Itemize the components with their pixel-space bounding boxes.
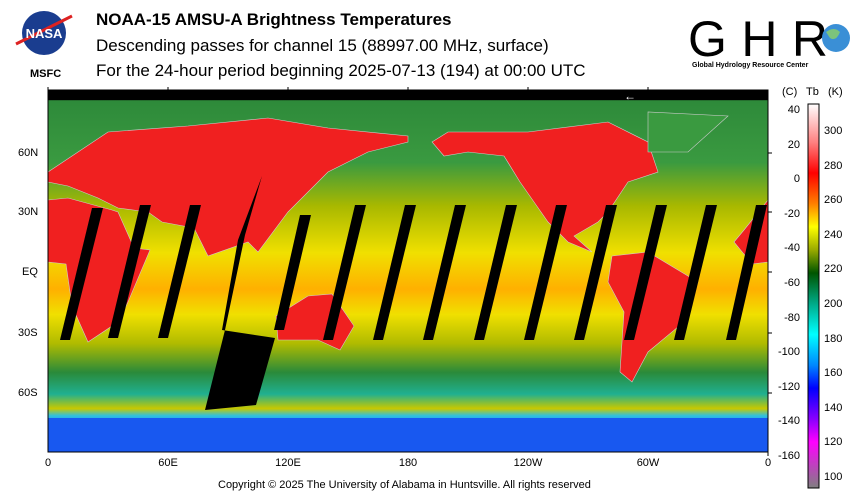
lon-label: 0: [764, 457, 772, 469]
colorbar: [807, 103, 820, 489]
lat-label: 30S: [18, 327, 38, 339]
colorbar-celsius-tick: -120: [778, 380, 801, 393]
lon-label: 0: [44, 457, 52, 469]
colorbar-header-k: (K): [828, 86, 843, 98]
colorbar-kelvin-tick: 200: [824, 298, 843, 310]
land-south-america: [607, 251, 699, 383]
swath-gap: [323, 205, 366, 340]
lat-label: 30N: [18, 206, 39, 218]
swath-gap: [674, 205, 717, 340]
swath-gap: [574, 205, 617, 340]
land-eurasia: [47, 117, 409, 257]
lon-label: 60W: [636, 457, 660, 469]
land-greenland: [647, 111, 729, 153]
missing-swaths: [60, 176, 767, 410]
colorbar-celsius-tick: -160: [778, 450, 801, 462]
lat-label: EQ: [22, 266, 38, 278]
swath-gap: [274, 215, 311, 330]
msfc-label: MSFC: [30, 68, 62, 80]
colorbar-celsius-tick: -80: [784, 311, 800, 324]
lat-label: 60S: [18, 387, 38, 399]
svg-text:NASA: NASA: [26, 26, 63, 41]
colorbar-celsius-tick: -140: [778, 415, 801, 428]
swath-gap: [474, 205, 517, 340]
colorbar-header-c: (C): [782, 86, 798, 98]
swath-gap: [423, 205, 466, 340]
swath-gap: [158, 205, 201, 338]
lon-label: 180: [398, 457, 418, 469]
swath-gap: [108, 205, 151, 338]
top-missing-band: [48, 90, 768, 100]
swath-gap: [205, 176, 275, 410]
colorbar-kelvin-tick: 240: [824, 228, 843, 241]
ghrc-subtitle: Global Hydrology Resource Center: [692, 62, 809, 69]
colorbar-kelvin-tick: 100: [824, 471, 843, 483]
swath-gap: [373, 205, 416, 340]
swath-gap: [624, 205, 667, 340]
colorbar-kelvin-tick: 140: [824, 401, 843, 414]
ghrc-logo: GHR: [688, 11, 850, 67]
lon-label: 120W: [513, 457, 543, 469]
swath-gap: [726, 205, 767, 340]
colorbar-kelvin-tick: 220: [824, 263, 843, 276]
colorbar-header-tb: Tb: [806, 86, 819, 98]
land-north-america: [431, 121, 659, 253]
swath-gap: [60, 208, 103, 340]
swath-gap: [524, 205, 567, 340]
lon-label: 60E: [158, 457, 178, 469]
colorbar-celsius-tick: -20: [784, 207, 800, 220]
colorbar-celsius-tick: -40: [784, 242, 800, 255]
colorbar-kelvin-tick: 260: [824, 194, 843, 207]
colorbar-kelvin-tick: 280: [824, 159, 843, 172]
page-title: NOAA-15 AMSU-A Brightness Temperatures: [96, 10, 452, 29]
colorbar-celsius-tick: 20: [787, 138, 800, 151]
direction-arrow: ←: [624, 89, 636, 103]
copyright: Copyright © 2025 The University of Alaba…: [218, 479, 591, 491]
colorbar-celsius-tick: 40: [787, 104, 800, 116]
nasa-logo: NASA: [15, 11, 73, 55]
svg-text:GHR: GHR: [688, 11, 828, 67]
colorbar-kelvin-tick: 180: [824, 332, 843, 345]
lon-label: 120E: [275, 457, 301, 469]
lat-label: 60N: [18, 147, 39, 159]
colorbar-kelvin-tick: 160: [824, 367, 843, 380]
colorbar-celsius-tick: -100: [778, 346, 801, 359]
colorbar-celsius-tick: 0: [793, 173, 800, 186]
colorbar-kelvin-tick: 300: [824, 125, 843, 137]
colorbar-kelvin-tick: 120: [824, 436, 843, 449]
period-text: For the 24-hour period beginning 2025-07…: [96, 61, 586, 80]
land-antarctica: [48, 418, 768, 452]
colorbar-celsius-tick: -60: [784, 277, 800, 289]
subtitle: Descending passes for channel 15 (88997.…: [96, 36, 549, 55]
